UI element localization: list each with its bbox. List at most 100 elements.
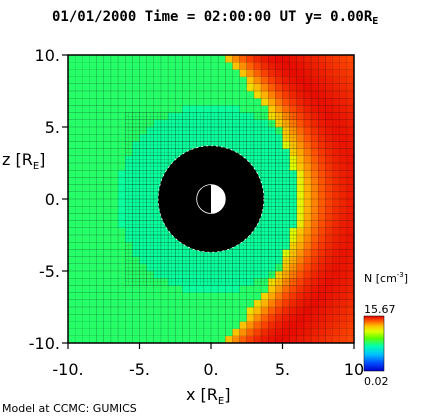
density-cell [189,285,197,293]
density-cell [160,307,169,315]
density-cell [146,278,155,286]
density-cell [75,314,83,322]
density-cell [189,263,197,272]
density-cell [275,98,283,106]
density-cell [168,328,176,337]
density-cell [103,263,112,272]
density-cell [189,98,197,106]
density-cell [203,76,212,85]
density-cell [346,235,354,243]
density-cell [75,155,83,164]
density-cell [196,141,205,149]
density-cell [332,285,340,293]
density-cell [103,199,112,207]
colorbar-label: N [cm-3] [364,271,408,285]
density-cell [246,242,255,250]
density-cell [182,76,190,85]
density-cell [282,321,290,329]
density-cell [89,249,97,257]
density-cell [68,263,76,272]
density-cell [89,69,97,77]
density-cell [139,163,147,171]
density-cell [289,227,298,236]
density-cell [325,227,333,236]
density-cell [132,263,140,272]
inner-boundary-edge [157,145,265,253]
density-cell [75,328,83,337]
density-cell [239,249,248,257]
density-cell [75,83,83,92]
density-cell [160,285,169,293]
density-cell [311,292,319,301]
density-cell [139,141,147,149]
density-cell [96,235,105,243]
density-cell [153,155,162,164]
density-cell [75,292,83,301]
density-cell [96,328,105,337]
density-cell [318,292,326,301]
density-cell [239,141,248,149]
x-tick-label: 0. [203,360,218,379]
density-cell [232,292,240,301]
density-cell [325,155,333,164]
density-cell [282,148,290,157]
density-cell [225,134,233,142]
density-cell [296,191,305,200]
density-cell [289,83,298,92]
density-cell [89,170,97,178]
density-cell [261,134,269,142]
density-cell [232,242,240,250]
density-cell [89,227,97,236]
density-cell [89,184,97,193]
density-cell [253,76,262,85]
density-cell [125,256,133,265]
density-cell [189,134,197,142]
density-cell [132,91,140,99]
density-cell [182,98,190,106]
density-cell [239,69,248,77]
density-cell [103,170,112,178]
density-cell [303,76,312,85]
density-cell [239,83,248,92]
density-cell [89,271,97,279]
density-cell [253,155,262,164]
density-cell [160,335,169,343]
density-cell [118,170,126,178]
density-cell [75,55,83,63]
density-cell [110,155,119,164]
density-cell [146,62,155,70]
density-cell [339,191,348,200]
density-cell [132,141,140,149]
density-cell [175,119,183,128]
density-cell [68,249,76,257]
density-cell [268,170,276,178]
density-cell [282,199,290,207]
density-cell [103,105,112,113]
density-cell [218,62,226,70]
density-cell [132,76,140,85]
density-cell [175,76,183,85]
density-cell [68,112,76,121]
density-cell [275,170,283,178]
density-cell [289,62,298,70]
density-cell [282,278,290,286]
density-cell [139,227,147,236]
density-cell [332,314,340,322]
density-cell [196,292,205,301]
density-cell [110,177,119,185]
density-cell [318,220,326,229]
density-cell [211,91,219,99]
density-cell [246,98,255,106]
density-cell [175,307,183,315]
density-cell [168,299,176,308]
density-cell [125,199,133,207]
density-cell [82,278,90,286]
density-cell [311,76,319,85]
density-cell [325,328,333,337]
density-cell [203,55,212,63]
density-cell [96,134,105,142]
density-cell [189,91,197,99]
density-cell [146,328,155,337]
density-cell [89,328,97,337]
density-cell [339,235,348,243]
